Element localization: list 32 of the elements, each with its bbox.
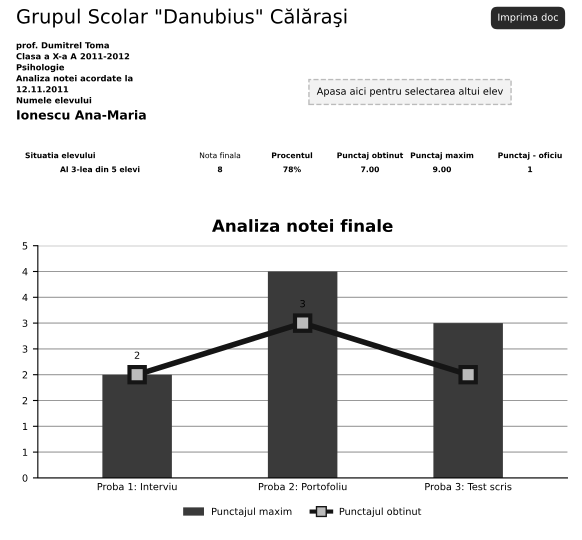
x-tick-label: Proba 1: Interviu — [98, 482, 177, 490]
y-tick-label: 3 — [22, 345, 28, 353]
text: Apasa aici pentru selectarea altui elev — [316, 87, 503, 97]
data-label: 2 — [134, 352, 140, 359]
text: Imprima doc — [498, 13, 558, 23]
y-tick-label: 0 — [22, 474, 28, 482]
x-tick-label: Proba 3: Test scris — [425, 482, 512, 490]
y-tick-label: 2 — [22, 396, 28, 404]
bar — [268, 272, 338, 478]
y-tick-label: 3 — [22, 320, 28, 327]
chart-title: Analiza notei finale — [212, 219, 393, 232]
text: Ionescu Ana-Maria — [17, 110, 146, 120]
y-tick-label: 1 — [22, 448, 28, 456]
legend-label: Punctajul maxim — [212, 508, 292, 517]
text: 2011-2012 — [80, 53, 130, 60]
y-tick-label: 4 — [22, 268, 28, 276]
text: Psihologie — [16, 64, 64, 72]
y-tick-label: 5 — [22, 242, 28, 250]
data-label: 3 — [300, 300, 305, 308]
y-tick-label: 4 — [22, 294, 28, 301]
bar — [433, 323, 503, 478]
text: Clasa a X-a A — [16, 52, 77, 60]
legend-label: Punctajul obtinut — [340, 508, 422, 517]
text: Numele elevului — [16, 96, 92, 104]
y-tick-label: 1 — [22, 422, 28, 430]
bar — [102, 374, 172, 478]
text: 12.11.2011 — [16, 86, 68, 92]
x-tick-label: Proba 2: Portofoliu — [258, 482, 346, 490]
text: Grupul Scolar "Danubius" Călăraşi — [17, 8, 346, 28]
text: Analiza notei acordate la — [16, 74, 132, 82]
text: prof. Dumitrel Toma — [16, 42, 109, 50]
y-tick-label: 2 — [22, 371, 28, 378]
